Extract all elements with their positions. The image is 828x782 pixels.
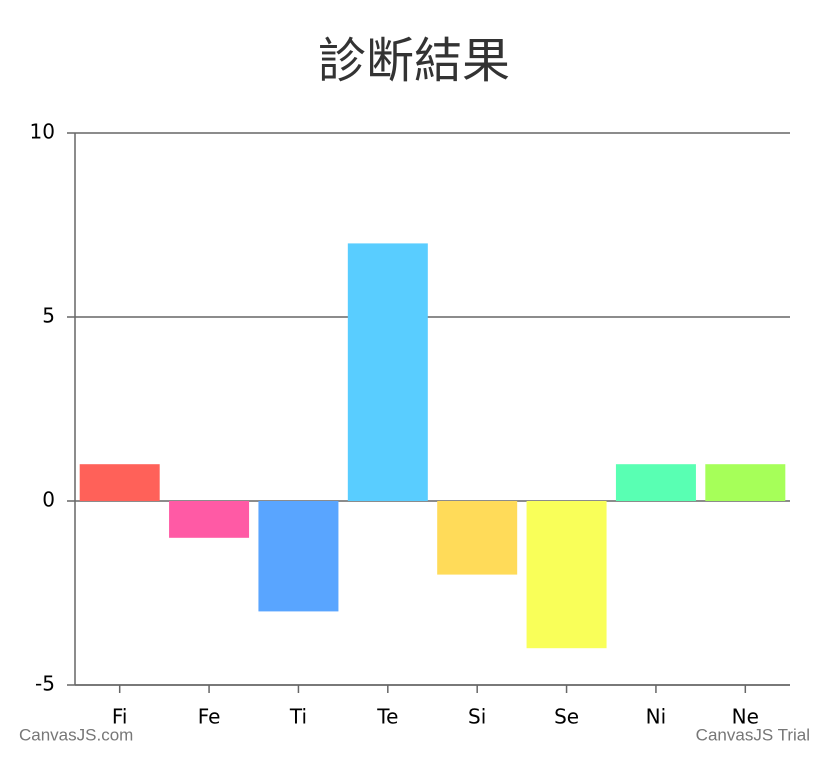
bar — [258, 501, 339, 612]
bar — [169, 501, 250, 538]
y-tick-label: -5 — [35, 672, 55, 696]
x-tick-label: Te — [376, 705, 398, 729]
bar — [79, 464, 160, 501]
y-tick-label: 0 — [42, 488, 55, 512]
x-tick-label: Fi — [112, 705, 128, 729]
bar — [437, 501, 518, 575]
bar — [526, 501, 607, 649]
x-tick-label: Ni — [646, 705, 667, 729]
y-tick-label: 10 — [30, 120, 55, 144]
x-tick-label: Si — [468, 705, 486, 729]
x-tick-label: Ne — [732, 705, 759, 729]
x-tick-label: Se — [554, 705, 579, 729]
chart-title: 診断結果 — [318, 33, 510, 89]
bar — [347, 243, 428, 501]
x-tick-label: Fe — [198, 705, 221, 729]
y-tick-label: 5 — [42, 304, 55, 328]
bar — [705, 464, 786, 501]
x-tick-label: Ti — [289, 705, 307, 729]
credit: CanvasJS.com — [19, 725, 133, 744]
bar — [615, 464, 696, 501]
credit: CanvasJS Trial — [696, 725, 810, 744]
